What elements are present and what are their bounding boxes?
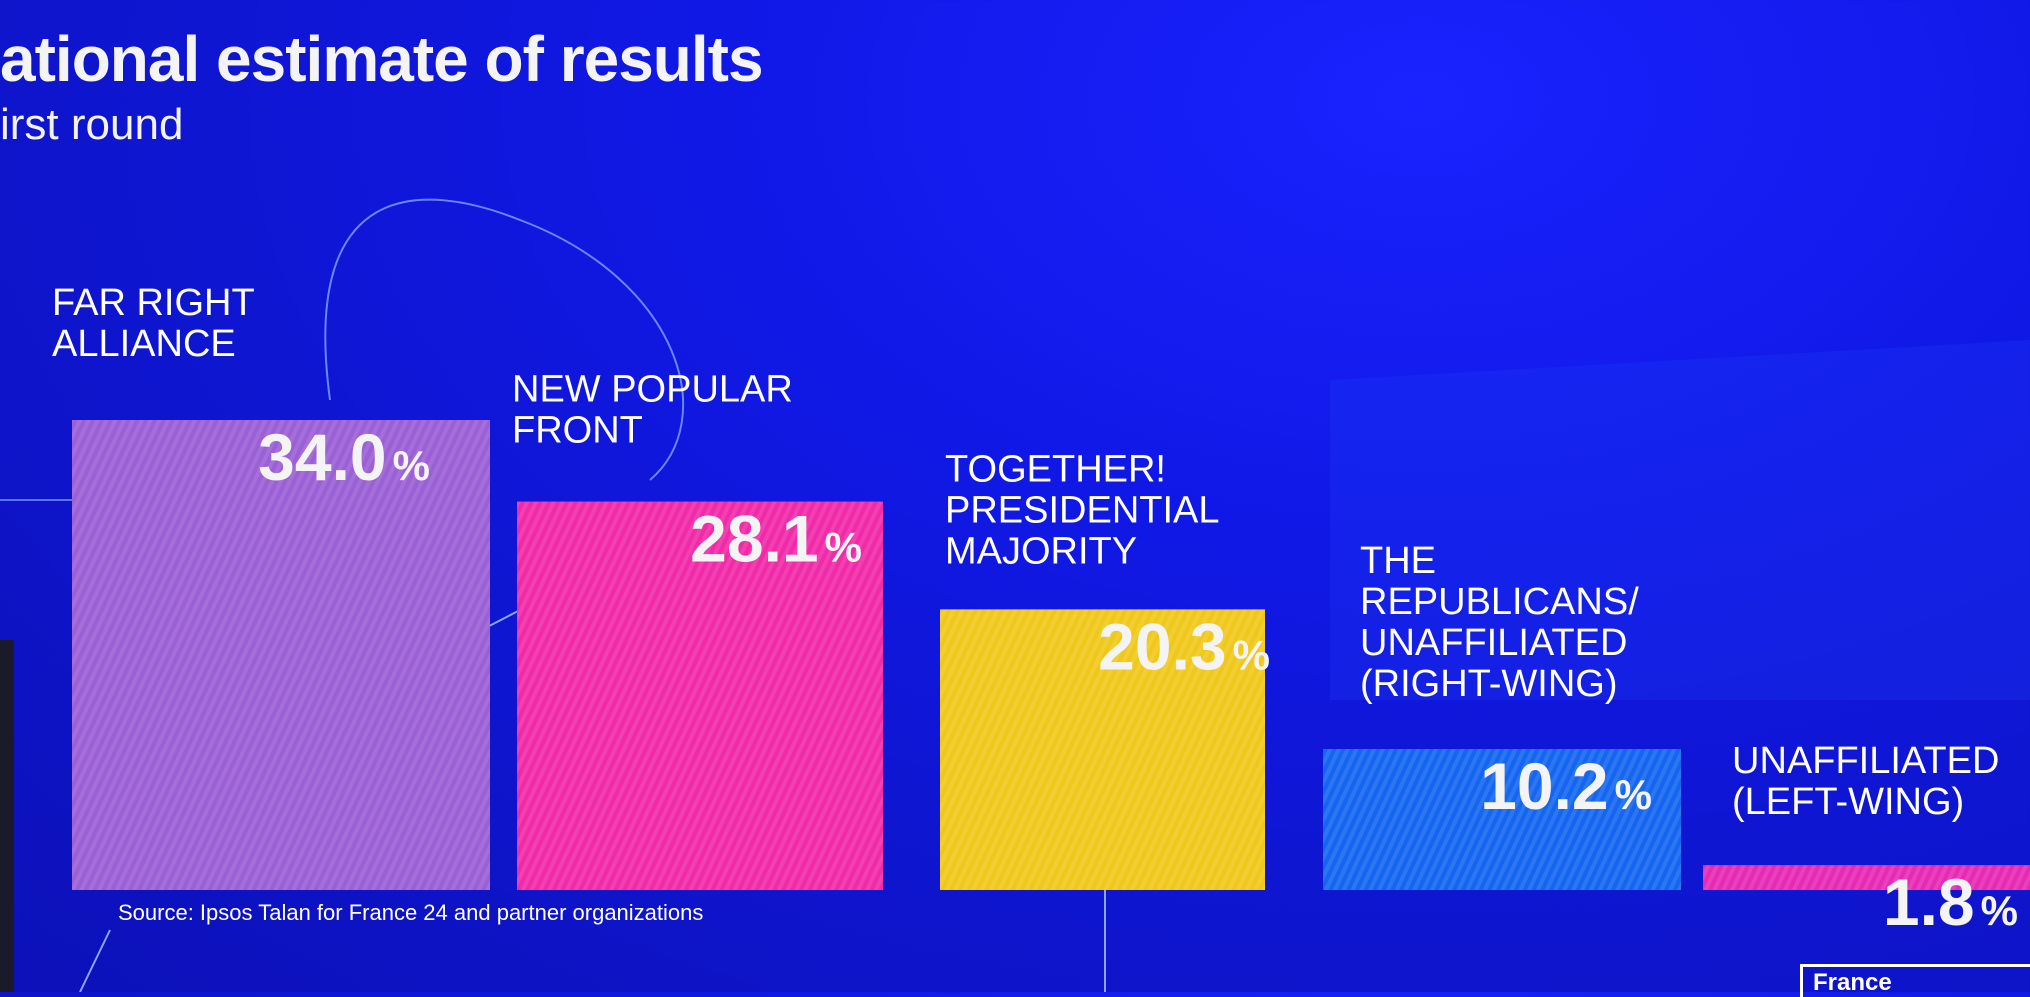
chart-subtitle: irst round <box>0 100 184 149</box>
decorative-panel <box>1330 340 2030 700</box>
value-label: 10.2% <box>1480 749 1652 823</box>
bar-texture <box>72 420 490 890</box>
value-label: 28.1% <box>690 502 862 576</box>
bar-texture <box>517 501 883 890</box>
value-label: 34.0% <box>258 420 430 494</box>
category-label: NEW POPULAR FRONT <box>512 369 793 452</box>
background-decoration <box>0 198 2030 992</box>
value-label: 1.8% <box>1883 865 2018 939</box>
source-note: Source: Ipsos Talan for France 24 and pa… <box>118 900 704 925</box>
decorative-arc <box>324 198 684 481</box>
chart-title: ational estimate of results <box>0 23 764 95</box>
bar-texture <box>1703 865 2030 890</box>
bar-texture <box>1323 749 1681 890</box>
category-label: THE REPUBLICANS/UNAFFILIATED (RIGHT-WING) <box>1360 540 1639 705</box>
value-label: 20.3% <box>1098 609 1270 683</box>
category-label: FAR RIGHT ALLIANCE <box>52 282 255 365</box>
bar-texture <box>940 609 1265 890</box>
screen-bezel <box>0 640 14 992</box>
category-label: TOGETHER! PRESIDENTIAL MAJORITY <box>945 448 1220 572</box>
channel-logo: France <box>1800 964 2030 997</box>
category-label: UNAFFILIATED (LEFT-WING) <box>1732 740 1999 823</box>
decorative-line <box>79 929 111 992</box>
